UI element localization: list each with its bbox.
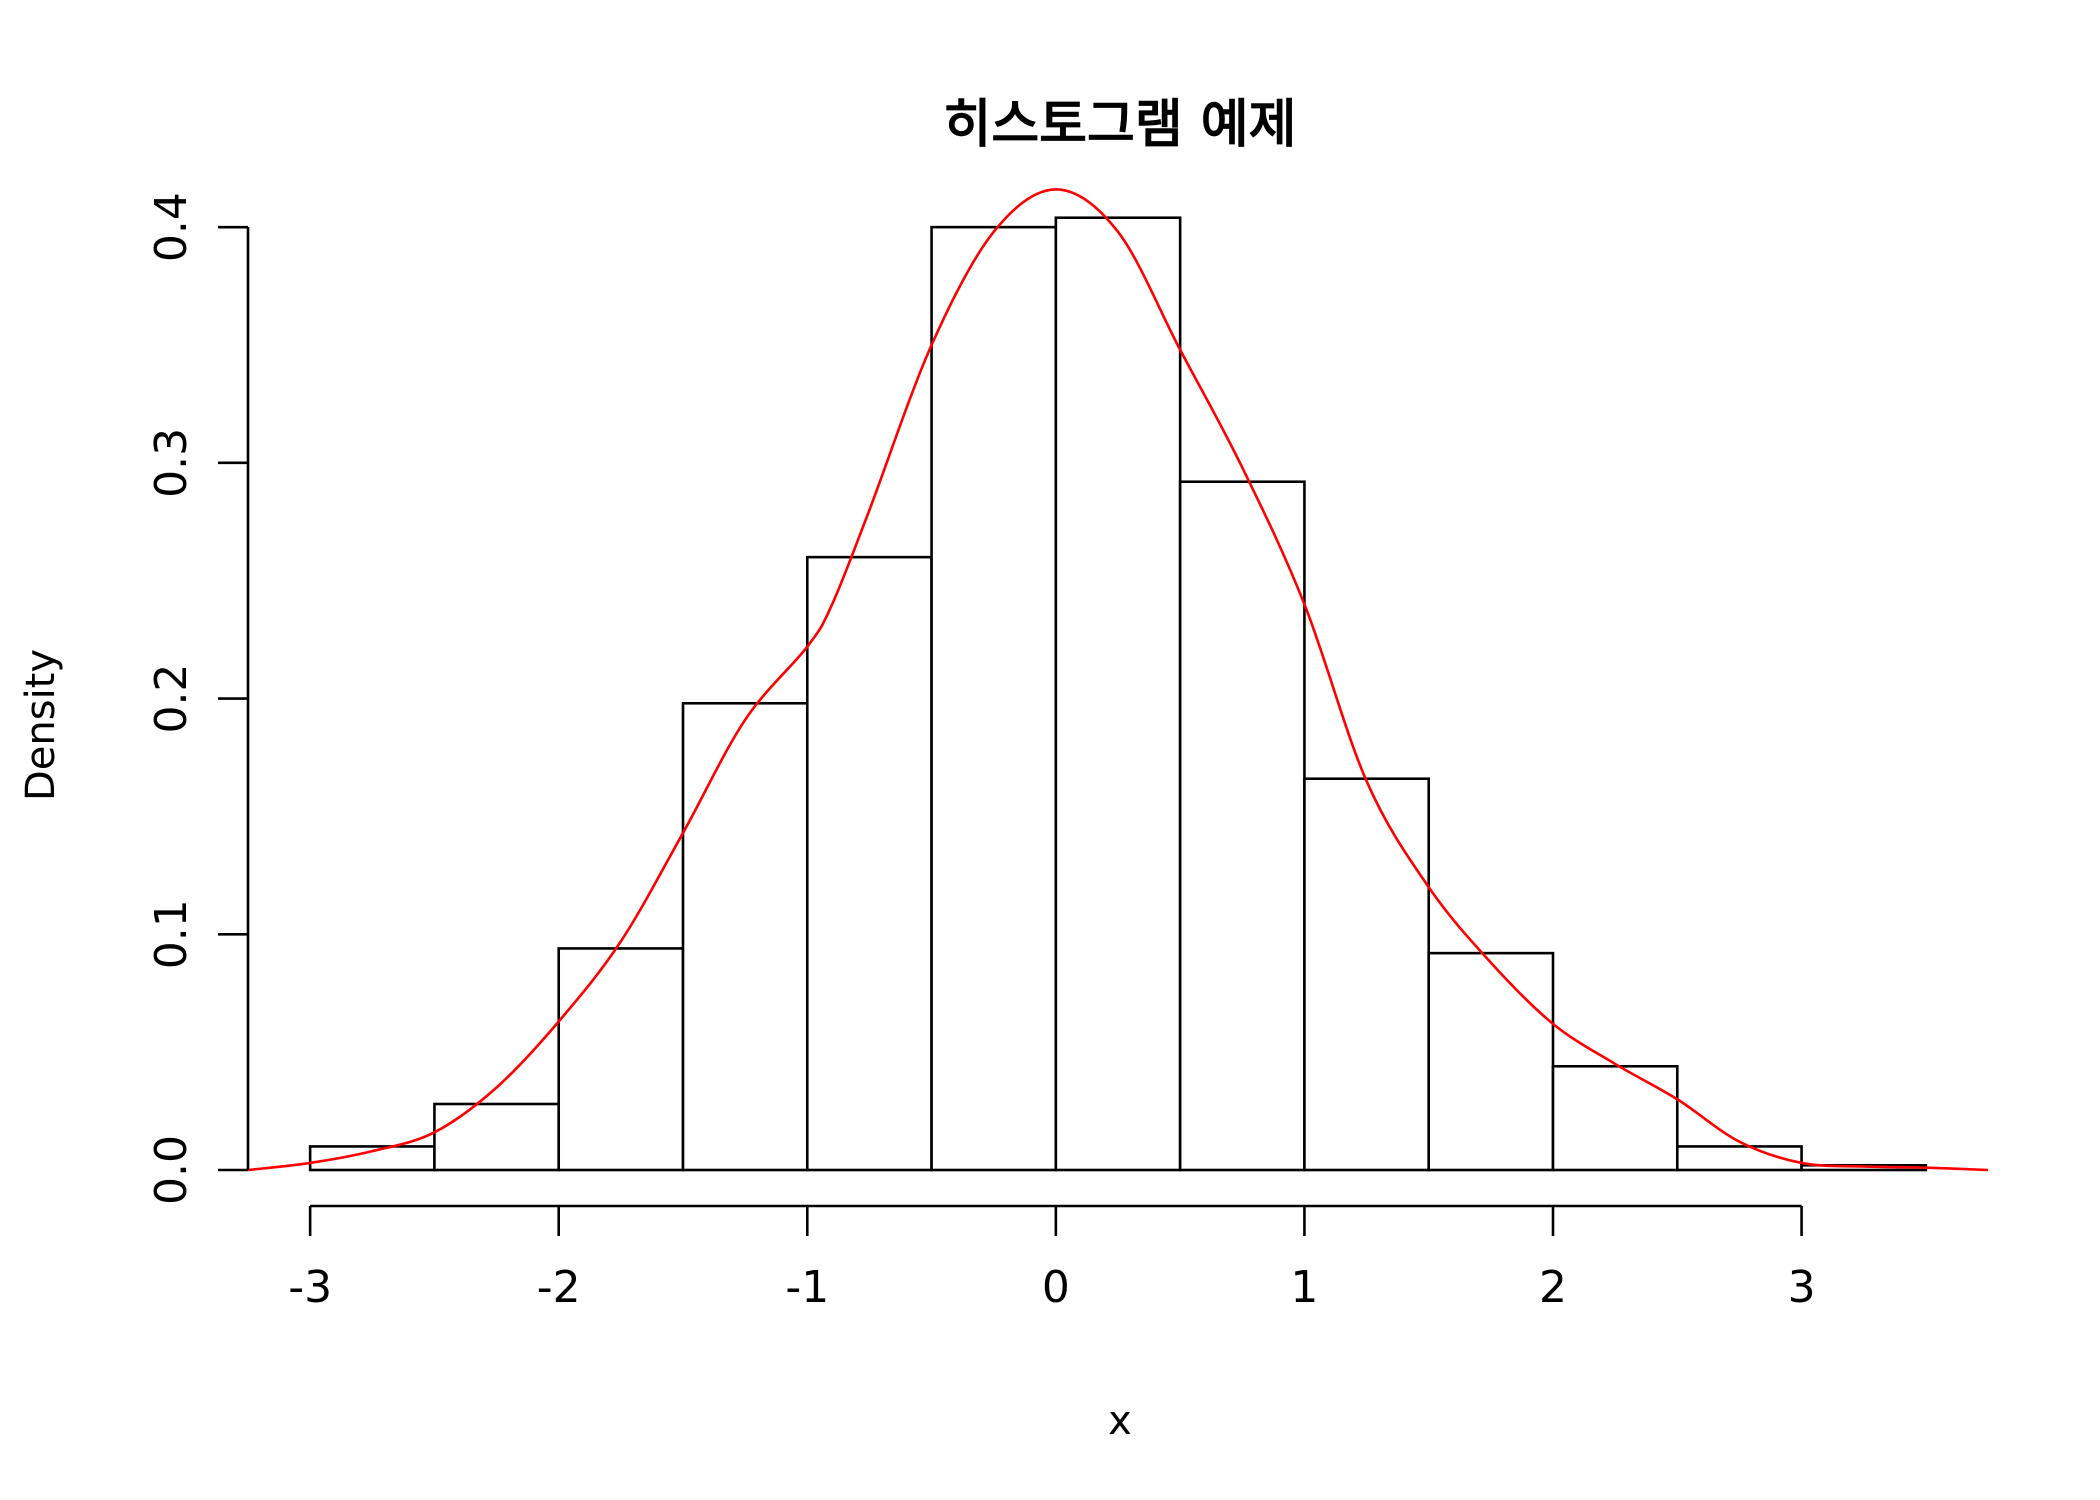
- density-curve: [247, 188, 1989, 1172]
- x-tick-label-1: -2: [537, 1262, 581, 1313]
- histogram-bar-2: [557, 947, 685, 1172]
- y-tick-label-4: 0.4: [146, 192, 197, 262]
- histogram-bar-7: [1178, 480, 1306, 1172]
- y-axis-label: Density: [18, 649, 64, 801]
- x-tick-label-5: 2: [1539, 1262, 1567, 1313]
- histogram-bar-4: [805, 555, 933, 1172]
- histogram-bar-3: [681, 701, 809, 1172]
- x-tick-label-3: 0: [1042, 1262, 1070, 1313]
- y-tick-label-0: 0.0: [146, 1135, 197, 1205]
- density-curve-line: [247, 188, 1989, 1172]
- histogram-bar-9: [1427, 951, 1555, 1172]
- x-tick-label-6: 3: [1788, 1262, 1816, 1313]
- y-tick-label-1: 0.1: [146, 899, 197, 969]
- x-axis: -3 -2 -1 0 1 2 3: [288, 1204, 1816, 1313]
- histogram-bar-5: [930, 225, 1058, 1172]
- y-tick-label-2: 0.2: [146, 664, 197, 734]
- histogram-bars: [308, 216, 1928, 1172]
- x-tick-label-4: 1: [1290, 1262, 1318, 1313]
- histogram-bar-6: [1054, 216, 1182, 1172]
- histogram-bar-8: [1303, 777, 1431, 1172]
- y-axis: 0.0 0.1 0.2 0.3 0.4: [146, 192, 250, 1205]
- x-axis-label: x: [1108, 1398, 1132, 1444]
- chart-title: 히스토그램 예제: [944, 95, 1297, 155]
- histogram-bar-11: [1675, 1145, 1803, 1172]
- x-tick-label-2: -1: [785, 1262, 829, 1313]
- histogram-bar-1: [433, 1102, 561, 1172]
- histogram-bar-10: [1551, 1064, 1679, 1172]
- x-tick-label-0: -3: [288, 1262, 332, 1313]
- y-tick-label-3: 0.3: [146, 428, 197, 498]
